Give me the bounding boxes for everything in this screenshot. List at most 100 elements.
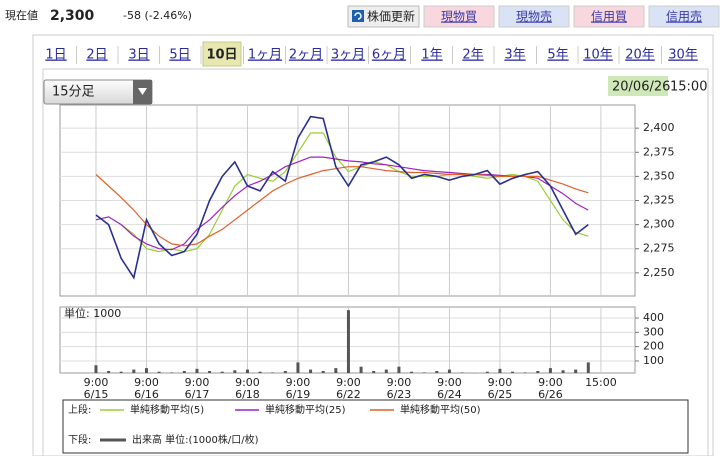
x-tick-date: 6/22	[336, 388, 361, 401]
x-tick-label: 9:00	[538, 376, 563, 389]
tab[interactable]: 30年	[668, 48, 698, 63]
volume-bar	[309, 369, 313, 373]
tab[interactable]: 6ヶ月	[372, 48, 406, 63]
volume-bar	[245, 369, 249, 373]
tab[interactable]: 3年	[504, 48, 525, 63]
y-tick-label: 2,300	[643, 218, 675, 231]
chart-date: 20/06/26	[612, 80, 670, 95]
volume-bar	[119, 371, 123, 373]
x-tick-label: 9:00	[336, 376, 361, 389]
x-tick-label: 9:00	[84, 376, 109, 389]
panel	[32, 34, 714, 456]
legend-box	[62, 399, 689, 454]
trade-button-label[interactable]: 信用買	[591, 10, 627, 24]
trade-button-label[interactable]: 信用売	[666, 9, 702, 24]
x-tick-date: 6/15	[84, 388, 109, 401]
y-tick-label: 100	[643, 354, 664, 367]
volume-bar	[346, 310, 350, 373]
tab[interactable]: 3日	[128, 48, 149, 63]
volume-bar	[372, 370, 376, 373]
volume-bar	[107, 370, 111, 373]
x-tick-label: 9:00	[185, 376, 210, 389]
date-highlight	[608, 76, 668, 96]
tab[interactable]: 10年	[583, 48, 613, 63]
y-tick-label: 400	[643, 311, 664, 324]
trade-button[interactable]	[648, 5, 720, 28]
interval-label[interactable]: 15分足	[52, 85, 95, 100]
volume-bar	[574, 369, 578, 373]
x-tick-label: 15:00	[585, 376, 617, 389]
trade-button[interactable]	[423, 5, 495, 28]
x-tick-date: 6/16	[134, 388, 159, 401]
chart-box	[42, 68, 709, 456]
y-tick-label: 2,275	[643, 242, 675, 255]
chart-time: 15:00	[670, 80, 707, 95]
volume-bar	[208, 370, 212, 373]
tab[interactable]: 2年	[462, 48, 483, 63]
y-tick-label: 2,325	[643, 194, 675, 207]
volume-bar	[422, 372, 426, 373]
volume-bar	[157, 371, 161, 373]
y-tick-label: 200	[643, 340, 664, 353]
x-tick-date: 6/18	[235, 388, 260, 401]
trade-button[interactable]	[573, 5, 645, 28]
trade-button[interactable]	[498, 5, 570, 28]
moving-average-line	[95, 166, 589, 247]
moving-average-line	[120, 132, 589, 253]
y-tick-label: 2,400	[643, 121, 675, 134]
y-tick-label: 2,250	[643, 266, 675, 279]
tab[interactable]: 1年	[421, 48, 442, 63]
x-tick-label: 9:00	[387, 376, 412, 389]
volume-bar	[334, 368, 338, 373]
x-tick-label: 9:00	[488, 376, 513, 389]
volume-bar	[548, 368, 552, 373]
tab[interactable]: 10日	[206, 48, 237, 63]
interval-select[interactable]: 15分足	[43, 79, 153, 105]
refresh-label[interactable]: 株価更新	[367, 9, 415, 24]
tab[interactable]: 20年	[625, 48, 655, 63]
tab[interactable]: 2ヶ月	[289, 48, 323, 63]
volume-bar	[410, 371, 414, 373]
volume-bar	[258, 371, 262, 373]
legend-prefix: 下段:	[68, 433, 91, 446]
volume-bar	[523, 372, 527, 373]
legend-entry: 単純移動平均(25)	[265, 403, 346, 416]
legend-entry: 単純移動平均(50)	[400, 403, 481, 416]
volume-bar	[485, 371, 489, 373]
volume-bar	[132, 369, 136, 373]
volume-bar	[359, 366, 363, 373]
refresh-button[interactable]: 株価更新	[347, 5, 420, 28]
volume-bar	[561, 370, 565, 373]
tab[interactable]: 2日	[86, 48, 107, 63]
volume-bar	[233, 370, 237, 373]
volume-bar	[195, 368, 199, 373]
x-tick-label: 9:00	[286, 376, 311, 389]
volume-bar	[498, 368, 502, 373]
volume-bar	[170, 372, 174, 373]
price-label: 現在値	[5, 9, 38, 22]
tab[interactable]: 1日	[45, 48, 66, 63]
volume-bar	[182, 370, 186, 373]
x-tick-date: 6/25	[488, 388, 513, 401]
x-tick-label: 9:00	[235, 376, 260, 389]
legend-entry: 出来高 単位:(1000株/口/枚)	[132, 433, 259, 446]
volume-bar	[447, 369, 451, 373]
volume-bar	[296, 362, 300, 373]
tab[interactable]: 5日	[169, 48, 190, 63]
x-tick-date: 6/24	[437, 388, 462, 401]
y-tick-label: 300	[643, 325, 664, 338]
volume-bar	[144, 368, 148, 373]
trade-button-label[interactable]: 現物買	[441, 10, 477, 24]
tab[interactable]: 3ヶ月	[331, 48, 365, 63]
tab[interactable]: 1ヶ月	[248, 48, 282, 63]
price-line	[95, 115, 589, 280]
tab[interactable]: 5年	[547, 48, 568, 63]
x-tick-date: 6/19	[286, 388, 311, 401]
tab-selected	[202, 41, 242, 67]
x-tick-label: 9:00	[437, 376, 462, 389]
legend-prefix: 上段:	[68, 403, 91, 416]
trade-button-label[interactable]: 現物売	[516, 9, 552, 24]
volume-bar	[220, 371, 224, 373]
legend-entry: 単純移動平均(5)	[130, 403, 204, 416]
